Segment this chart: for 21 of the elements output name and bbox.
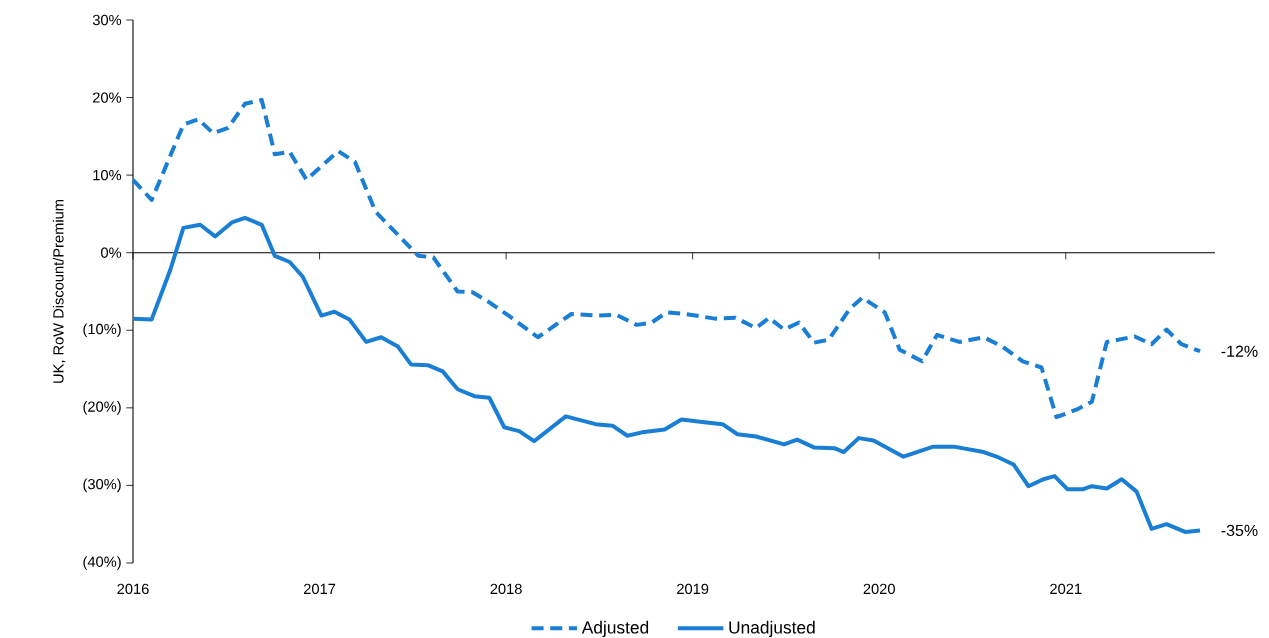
- y-tick-label: (40%): [83, 556, 121, 570]
- x-tick-label: 2020: [863, 583, 895, 595]
- y-tick-label: (10%): [83, 323, 121, 338]
- y-tick-label: 20%: [93, 92, 122, 103]
- x-tick-label: 2018: [490, 583, 522, 595]
- y-tick-label: (20%): [83, 401, 121, 415]
- x-tick-label: 2016: [117, 583, 149, 595]
- annotation: -35%: [1221, 524, 1258, 537]
- legend-label: Adjusted: [581, 620, 649, 638]
- line-series: [131, 215, 1203, 534]
- y-tick-label: 10%: [93, 169, 122, 181]
- x-tick-label: 2021: [1050, 583, 1082, 595]
- legend-label: Unadjusted: [729, 620, 815, 638]
- x-tick-label: 2019: [677, 583, 709, 595]
- y-tick-label: 30%: [92, 14, 122, 26]
- y-axis-title: UK, RoW Discount/Premium: [52, 199, 66, 383]
- y-tick-label: (30%): [83, 478, 121, 493]
- y-tick-label: 0%: [101, 247, 122, 258]
- annotation: -12%: [1221, 345, 1258, 357]
- x-tick-label: 2017: [303, 583, 336, 595]
- line-series: [131, 97, 1203, 420]
